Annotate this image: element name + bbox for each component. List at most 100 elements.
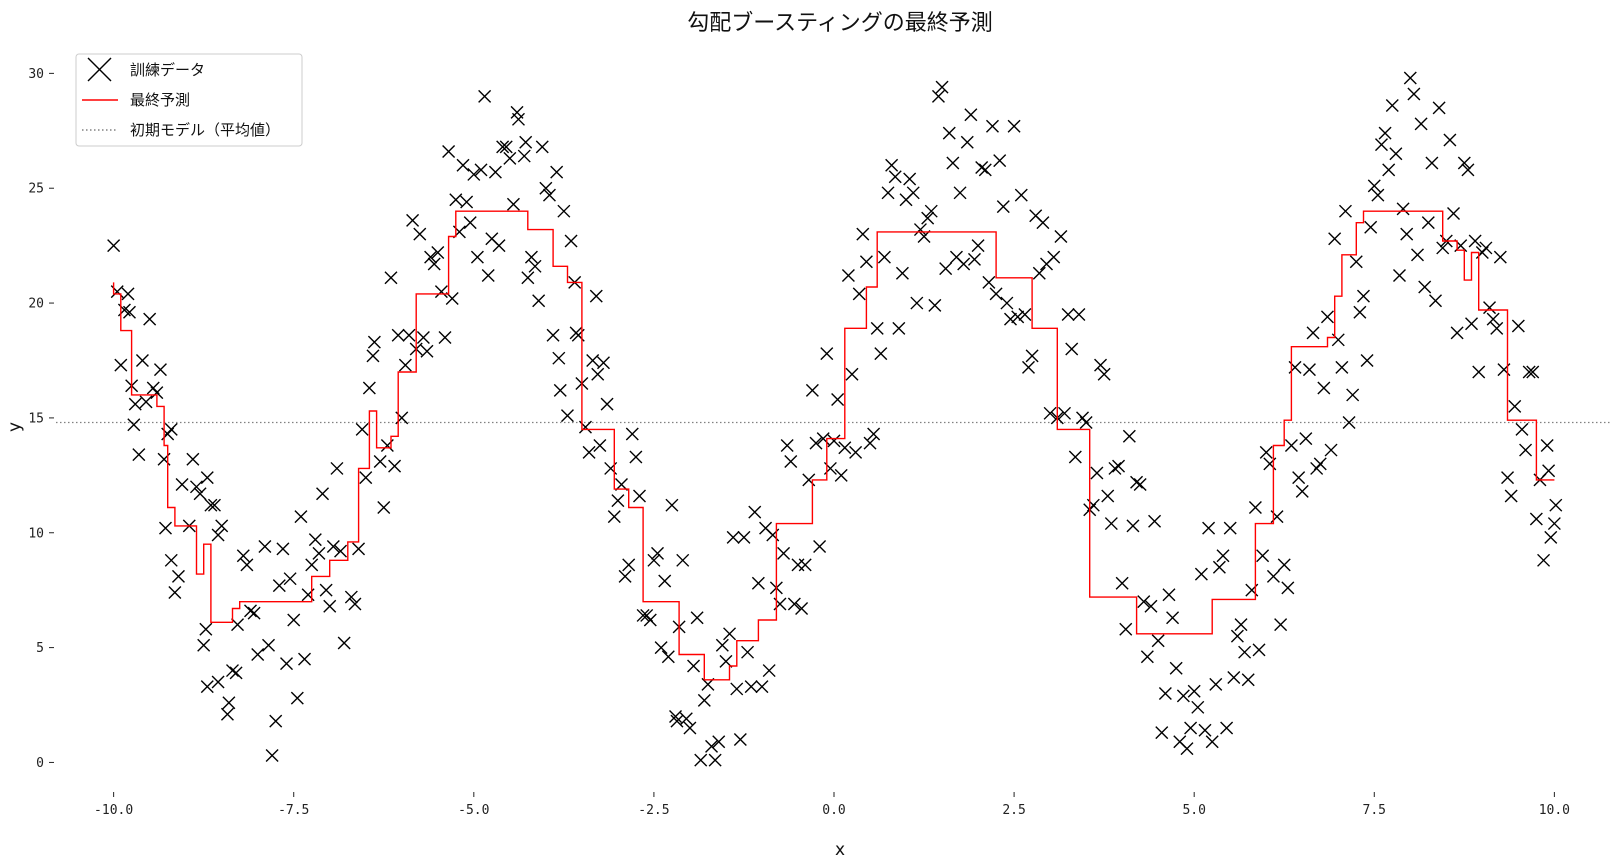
scatter-point bbox=[618, 569, 632, 583]
scatter-point bbox=[552, 351, 566, 365]
scatter-point bbox=[1457, 156, 1471, 170]
scatter-point bbox=[1429, 294, 1443, 308]
scatter-point bbox=[312, 546, 326, 560]
scatter-point bbox=[542, 188, 556, 202]
scatter-point bbox=[366, 349, 380, 363]
scatter-point bbox=[229, 666, 243, 680]
scatter-point bbox=[1425, 156, 1439, 170]
scatter-point bbox=[280, 657, 294, 671]
scatter-point bbox=[845, 367, 859, 381]
scatter-point bbox=[798, 558, 812, 572]
legend-frame bbox=[75, 53, 303, 147]
scatter-point bbox=[1256, 549, 1270, 563]
scatter-point bbox=[636, 608, 650, 622]
scatter-point bbox=[881, 186, 895, 200]
scatter-point bbox=[236, 549, 250, 563]
scatter-point bbox=[591, 367, 605, 381]
scatter-point bbox=[135, 353, 149, 367]
scatter-point bbox=[200, 471, 214, 485]
scatter-point bbox=[1000, 296, 1014, 310]
scatter-point bbox=[931, 89, 945, 103]
scatter-point bbox=[1378, 126, 1392, 140]
scatter-point bbox=[596, 356, 610, 370]
x-tick-label: -7.5 bbox=[278, 803, 309, 818]
scatter-point bbox=[388, 459, 402, 473]
scatter-point bbox=[1407, 87, 1421, 101]
scatter-point bbox=[820, 347, 834, 361]
scatter-point bbox=[1155, 726, 1169, 740]
scatter-point bbox=[467, 167, 481, 181]
scatter-point bbox=[589, 289, 603, 303]
scatter-point bbox=[877, 250, 891, 264]
scatter-point bbox=[564, 234, 578, 248]
scatter-point bbox=[1504, 489, 1518, 503]
scatter-point bbox=[420, 344, 434, 358]
scatter-point bbox=[658, 574, 672, 588]
scatter-point bbox=[1501, 471, 1515, 485]
scatter-point bbox=[287, 613, 301, 627]
scatter-point bbox=[892, 321, 906, 335]
scatter-point bbox=[211, 528, 225, 542]
scatter-point bbox=[1400, 227, 1414, 241]
scatter-point bbox=[319, 583, 333, 597]
scatter-point bbox=[1007, 119, 1021, 133]
scatter-point bbox=[1122, 429, 1136, 443]
scatter-point bbox=[1542, 464, 1556, 478]
scatter-point bbox=[1144, 599, 1158, 613]
scatter-point bbox=[240, 558, 254, 572]
scatter-point bbox=[726, 530, 740, 544]
scatter-point bbox=[1367, 179, 1381, 193]
scatter-point bbox=[1184, 721, 1198, 735]
scatter-point bbox=[1248, 500, 1262, 514]
scatter-point bbox=[964, 108, 978, 122]
scatter-point bbox=[398, 358, 412, 372]
scatter-point bbox=[1187, 684, 1201, 698]
scatter-point bbox=[265, 749, 279, 763]
scatter-point bbox=[460, 195, 474, 209]
scatter-point bbox=[308, 533, 322, 547]
scatter-point bbox=[586, 353, 600, 367]
scatter-point bbox=[127, 418, 141, 432]
scatter-point bbox=[856, 227, 870, 241]
scatter-point bbox=[1191, 700, 1205, 714]
scatter-point bbox=[528, 259, 542, 273]
scatter-point bbox=[1364, 220, 1378, 234]
chart-title: 勾配ブースティングの最終予測 bbox=[687, 11, 993, 36]
legend-marker-scatter bbox=[87, 57, 112, 82]
scatter-point bbox=[463, 216, 477, 230]
scatter-point bbox=[511, 112, 525, 126]
scatter-point bbox=[1328, 232, 1342, 246]
scatter-point bbox=[679, 712, 693, 726]
scatter-point bbox=[924, 204, 938, 218]
scatter-point bbox=[1104, 517, 1118, 531]
scatter-point bbox=[1338, 204, 1352, 218]
scatter-point bbox=[496, 140, 510, 154]
x-axis-label: x bbox=[835, 840, 845, 860]
scatter-point bbox=[791, 558, 805, 572]
scatter-point bbox=[1025, 349, 1039, 363]
scatter-point bbox=[211, 675, 225, 689]
scatter-point bbox=[449, 193, 463, 207]
scatter-point bbox=[611, 494, 625, 508]
scatter-point bbox=[416, 331, 430, 345]
scatter-point bbox=[906, 186, 920, 200]
scatter-point bbox=[204, 498, 218, 512]
scatter-point bbox=[1349, 255, 1363, 269]
scatter-point bbox=[967, 252, 981, 266]
scatter-point bbox=[557, 204, 571, 218]
scatter-point bbox=[1465, 317, 1479, 331]
scatter-point bbox=[697, 693, 711, 707]
scatter-point bbox=[867, 427, 881, 441]
scatter-point bbox=[1194, 567, 1208, 581]
x-tick-label: 7.5 bbox=[1363, 803, 1386, 818]
scatter-point bbox=[406, 213, 420, 227]
scatter-point bbox=[809, 436, 823, 450]
scatter-point bbox=[1068, 450, 1082, 464]
y-tick-label: 0 bbox=[36, 756, 44, 771]
scatter-point bbox=[1418, 280, 1432, 294]
scatter-point bbox=[748, 505, 762, 519]
scatter-point bbox=[175, 478, 189, 492]
scatter-point bbox=[186, 452, 200, 466]
scatter-point bbox=[831, 393, 845, 407]
scatter-point bbox=[402, 328, 416, 342]
